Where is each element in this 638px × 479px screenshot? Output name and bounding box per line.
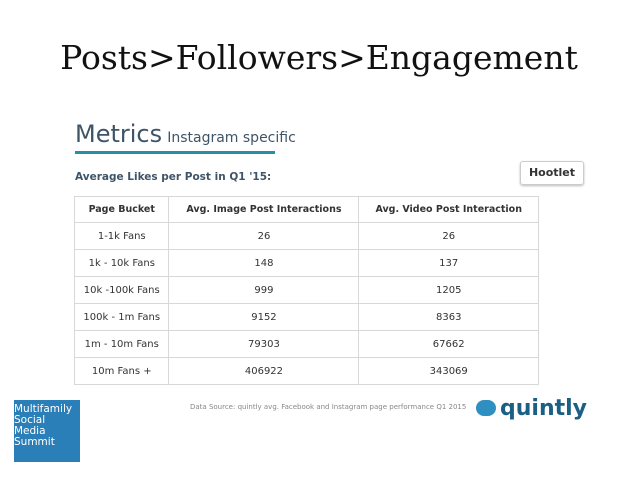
table-row: 1m - 10m Fans 79303 67662 xyxy=(73,330,539,358)
table-row: 1k - 10k Fans 148 137 xyxy=(73,249,539,277)
table-row: 10m Fans +406922 343069 xyxy=(73,357,539,385)
table-cell: 1k - 10k Fans xyxy=(73,249,170,277)
source-note: Data Source: quintly avg. Facebook and I… xyxy=(190,403,467,411)
table-cell: 1-1k Fans xyxy=(73,222,170,250)
table-cell: 79303 xyxy=(168,330,360,358)
brand-icon xyxy=(476,400,496,416)
table-cell: 100k - 1m Fans xyxy=(73,303,170,331)
heading: Metrics xyxy=(75,120,163,148)
header-row: Page Bucket Avg. Image Post Interactions A… xyxy=(73,196,539,223)
table-cell: 1m - 10m Fans xyxy=(73,330,170,358)
table-cell: 406922 xyxy=(168,357,360,385)
table-cell: 8363 xyxy=(358,303,539,331)
table-row: 100k - 1m Fans 9152 8363 xyxy=(73,303,539,331)
hootlet-badge: Hootlet xyxy=(520,161,584,185)
table-cell: 10k -100k Fans xyxy=(73,276,170,304)
table-row: 10k -100k Fans 999 1205 xyxy=(73,276,539,304)
logo-line: Summit xyxy=(14,436,55,448)
underline xyxy=(75,151,275,154)
table-row: 1-1k Fans 26 26 xyxy=(73,222,539,250)
column-header: Avg. Image Post Interactions xyxy=(168,196,360,223)
column-header: Page Bucket xyxy=(73,196,170,223)
table-cell: 137 xyxy=(358,249,539,277)
table-cell: 999 xyxy=(168,276,360,304)
table-cell: 26 xyxy=(168,222,360,250)
table-cell: 1205 xyxy=(358,276,539,304)
table-cell: 9152 xyxy=(168,303,360,331)
caption: Average Likes per Post in Q1 '15: xyxy=(75,171,272,183)
logo-line: Social xyxy=(14,414,46,426)
slide-title: Posts>Followers>Engagement xyxy=(60,38,578,77)
table-cell: 26 xyxy=(358,222,539,250)
brand-text: quintly xyxy=(500,396,588,421)
table-cell: 10m Fans + xyxy=(73,357,170,385)
metrics-heading: Metrics Instagram specific xyxy=(75,120,296,148)
logo-line: Multifamily xyxy=(14,403,73,415)
data-table: Page Bucket Avg. Image Post Interactions A… xyxy=(73,196,539,385)
column-header: Avg. Video Post Interaction xyxy=(358,196,539,223)
brand-logo: quintly xyxy=(476,396,587,421)
summit-logo: Multifamily Social Media Summit xyxy=(14,400,80,462)
table-cell: 148 xyxy=(168,249,360,277)
table-cell: 343069 xyxy=(358,357,539,385)
subheading: Instagram specific xyxy=(167,130,296,146)
table-cell: 67662 xyxy=(358,330,539,358)
logo-line: Media xyxy=(14,425,46,437)
